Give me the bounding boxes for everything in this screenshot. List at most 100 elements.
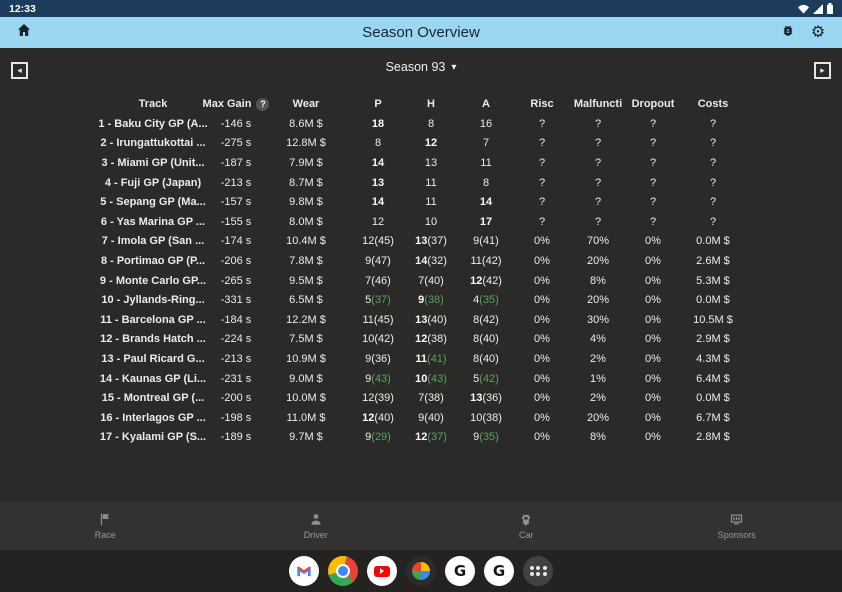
tab-sponsors[interactable]: Sponsors xyxy=(632,502,842,550)
column-header-costs: Costs xyxy=(697,98,729,110)
gmail-icon[interactable] xyxy=(289,556,319,586)
table-row[interactable]: 12 - Brands Hatch ... -224 s 7.5M $ 10(42) 1… xyxy=(94,330,842,350)
flag-icon xyxy=(98,512,112,527)
column-header-p: P xyxy=(374,98,382,110)
dropout-value: 0% xyxy=(645,274,661,287)
arrow-left-icon: ◂ xyxy=(17,65,22,75)
track-name: 3 - Miami GP (Unit... xyxy=(101,156,205,169)
table-row[interactable]: 6 - Yas Marina GP ... -155 s 8.0M $ 12 10 17?… xyxy=(94,212,842,232)
racing-app-icon[interactable]: G xyxy=(445,556,475,586)
clock: 12:33 xyxy=(9,2,36,15)
a-value: 16 xyxy=(479,117,493,130)
p-value: 12(45) xyxy=(362,235,394,248)
risk-value: 0% xyxy=(534,254,550,267)
p-value: 7(46) xyxy=(365,274,391,287)
table-row[interactable]: 7 - Imola GP (San ... -174 s 10.4M $ 12(45)… xyxy=(94,232,842,252)
max-gain-value: -187 s xyxy=(220,156,252,169)
table-row[interactable]: 14 - Kaunas GP (Li... -231 s 9.0M $ 9(43) 10… xyxy=(94,369,842,389)
previous-season-button[interactable]: ◂ xyxy=(11,62,28,79)
table-row[interactable]: 17 - Kyalami GP (S... -189 s 9.7M $ 9(29) 12… xyxy=(94,428,842,448)
risk-value: ? xyxy=(538,176,546,189)
season-dropdown[interactable]: Season 93 ▾ xyxy=(0,48,842,86)
bug-report-button[interactable] xyxy=(777,22,799,44)
battery-icon xyxy=(827,3,833,14)
tab-race[interactable]: Race xyxy=(0,502,211,550)
malfunction-value: 2% xyxy=(590,392,606,405)
h-value: 10 xyxy=(424,215,438,228)
season-nav: ◂ Season 93 ▾ ▸ xyxy=(0,48,842,86)
tab-car[interactable]: Car xyxy=(421,502,632,550)
risk-value: 0% xyxy=(534,333,550,346)
column-header-a: A xyxy=(482,98,490,110)
dropout-value: 0% xyxy=(645,352,661,365)
app-drawer-icon[interactable] xyxy=(523,556,553,586)
table-row[interactable]: 8 - Portimao GP (P... -206 s 7.8M $ 9(47) 14… xyxy=(94,251,842,271)
dropout-value: 0% xyxy=(645,235,661,248)
a-value: 10(38) xyxy=(470,411,502,424)
google-photos-icon[interactable] xyxy=(406,556,436,586)
wear-value: 12.8M $ xyxy=(286,137,326,150)
max-gain-value: -200 s xyxy=(220,392,252,405)
next-season-button[interactable]: ▸ xyxy=(814,62,831,79)
dropout-value: ? xyxy=(649,196,657,209)
h-value: 12(38) xyxy=(415,333,447,346)
chevron-down-icon: ▾ xyxy=(451,61,457,73)
racing-app-icon-2[interactable]: G xyxy=(484,556,514,586)
a-value: 8(42) xyxy=(473,313,499,326)
malfunction-value: ? xyxy=(594,196,602,209)
wear-value: 10.9M $ xyxy=(286,352,326,365)
dropout-value: 0% xyxy=(645,294,661,307)
a-value: 14 xyxy=(479,196,493,209)
a-value: 17 xyxy=(479,215,493,228)
table-row[interactable]: 9 - Monte Carlo GP... -265 s 9.5M $ 7(46) 7(… xyxy=(94,271,842,291)
p-value: 8 xyxy=(374,137,382,150)
wear-value: 7.5M $ xyxy=(289,333,323,346)
track-name: 14 - Kaunas GP (Li... xyxy=(99,372,207,385)
a-value: 9(35) xyxy=(473,431,499,444)
table-row[interactable]: 5 - Sepang GP (Ma... -157 s 9.8M $ 14 11 14??… xyxy=(94,192,842,212)
wear-value: 9.5M $ xyxy=(289,274,323,287)
wear-value: 11.0M $ xyxy=(286,411,326,424)
p-value: 14 xyxy=(371,196,385,209)
max-gain-value: -174 s xyxy=(220,235,252,248)
risk-value: ? xyxy=(538,156,546,169)
table-row[interactable]: 11 - Barcelona GP ... -184 s 12.2M $ 11(45)… xyxy=(94,310,842,330)
table-row[interactable]: 1 - Baku City GP (A... -146 s 8.6M $ 18 8 16?… xyxy=(94,114,842,134)
taskbar: G G xyxy=(0,550,842,592)
risk-value: 0% xyxy=(534,235,550,248)
tab-driver[interactable]: Driver xyxy=(211,502,422,550)
malfunction-value: ? xyxy=(594,176,602,189)
settings-button[interactable]: ⚙ xyxy=(807,22,829,44)
track-name: 5 - Sepang GP (Ma... xyxy=(100,196,206,209)
max-gain-value: -213 s xyxy=(220,352,252,365)
track-name: 16 - Interlagos GP ... xyxy=(100,411,206,424)
wear-value: 8.7M $ xyxy=(289,176,323,189)
table-header: Track Max Gain ? Wear P H A Risc Malfunc… xyxy=(94,94,842,114)
max-gain-value: -213 s xyxy=(220,176,252,189)
table-row[interactable]: 10 - Jyllands-Ring... -331 s 6.5M $ 5(37) 9(… xyxy=(94,290,842,310)
table-row[interactable]: 2 - Irungattukottai ... -275 s 12.8M $ 8 12 7… xyxy=(94,134,842,154)
table-row[interactable]: 3 - Miami GP (Unit... -187 s 7.9M $ 14 13 11?… xyxy=(94,153,842,173)
car-icon xyxy=(519,512,533,527)
risk-value: 0% xyxy=(534,274,550,287)
wear-value: 7.9M $ xyxy=(289,156,323,169)
track-name: 13 - Paul Ricard G... xyxy=(101,352,205,365)
youtube-icon[interactable] xyxy=(367,556,397,586)
table-row[interactable]: 16 - Interlagos GP ... -198 s 11.0M $ 12(40… xyxy=(94,408,842,428)
a-value: 7 xyxy=(482,137,490,150)
p-value: 12 xyxy=(371,215,385,228)
max-gain-value: -189 s xyxy=(220,431,252,444)
p-value: 11(45) xyxy=(362,313,394,326)
track-name: 6 - Yas Marina GP ... xyxy=(100,215,206,228)
table-row[interactable]: 13 - Paul Ricard G... -213 s 10.9M $ 9(36) 1… xyxy=(94,349,842,369)
table-row[interactable]: 15 - Montreal GP (... -200 s 10.0M $ 12(39)… xyxy=(94,388,842,408)
table-row[interactable]: 4 - Fuji GP (Japan) -213 s 8.7M $ 13 11 8???? xyxy=(94,173,842,193)
column-header-malfunction: Malfuncti xyxy=(573,98,623,110)
chrome-icon[interactable] xyxy=(328,556,358,586)
help-icon[interactable]: ? xyxy=(256,97,270,111)
risk-value: 0% xyxy=(534,431,550,444)
malfunction-value: 30% xyxy=(586,313,610,326)
dropout-value: ? xyxy=(649,137,657,150)
track-name: 7 - Imola GP (San ... xyxy=(101,235,205,248)
home-button[interactable] xyxy=(13,22,35,44)
